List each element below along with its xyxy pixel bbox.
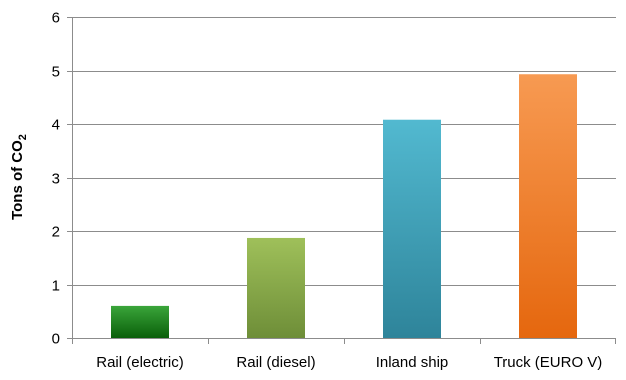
bar-inland-ship	[383, 119, 441, 338]
bar-rail-electric	[111, 305, 169, 338]
x-tick-label: Inland ship	[376, 354, 449, 371]
bar-truck-euro-v	[519, 74, 577, 339]
axes	[67, 17, 616, 344]
x-tick-label: Truck (EURO V)	[494, 354, 603, 371]
x-tick-label: Rail (diesel)	[236, 354, 315, 371]
y-tick-label: 0	[52, 331, 60, 348]
y-tick-label: 4	[52, 117, 60, 134]
bar-rail-diesel	[247, 237, 305, 338]
y-tick-label: 6	[52, 10, 60, 27]
y-tick-label: 2	[52, 224, 60, 241]
y-axis-title: Tons of CO2	[9, 134, 29, 220]
y-tick-labels: 0 1 2 3 4 5 6	[52, 10, 60, 348]
x-tick-labels: Rail (electric) Rail (diesel) Inland ship T…	[96, 354, 602, 371]
x-tick-label: Rail (electric)	[96, 354, 184, 371]
bars	[111, 74, 577, 339]
y-tick-label: 1	[52, 278, 60, 295]
y-tick-label: 5	[52, 64, 60, 81]
y-tick-label: 3	[52, 171, 60, 188]
